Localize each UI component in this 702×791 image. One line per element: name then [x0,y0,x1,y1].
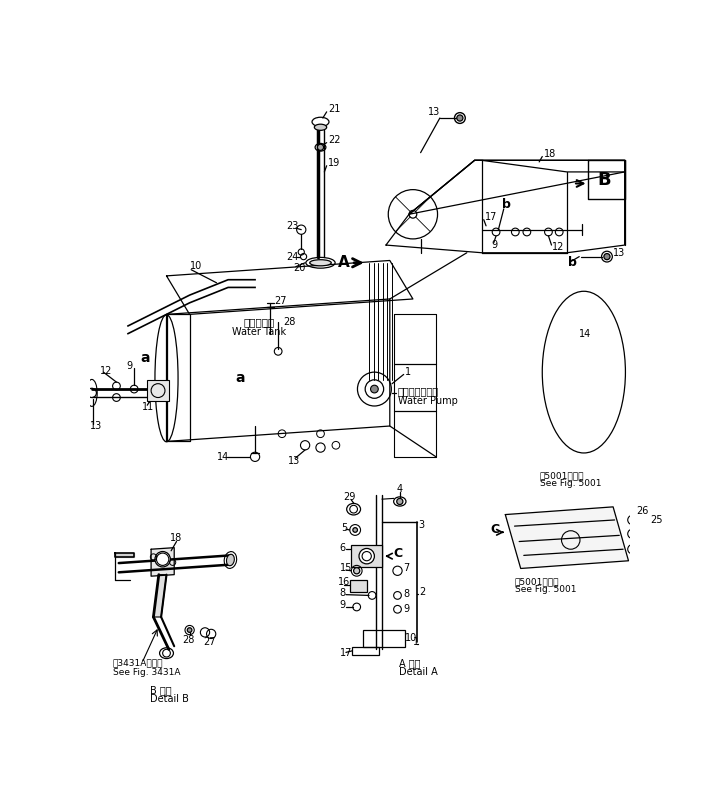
Text: b: b [502,198,511,210]
Circle shape [317,144,324,150]
Text: 19: 19 [329,157,340,168]
Bar [147,380,168,401]
Text: A 詳細: A 詳細 [399,658,420,668]
Text: 5: 5 [341,523,347,532]
Text: 15: 15 [340,563,352,573]
Text: 4: 4 [397,484,403,494]
Text: 16: 16 [338,577,350,587]
Text: 9: 9 [491,240,498,250]
Circle shape [155,551,171,567]
Polygon shape [505,507,628,569]
Text: 9: 9 [403,604,409,614]
Text: a: a [235,370,244,384]
Text: 27: 27 [274,297,287,306]
Text: C: C [394,547,403,559]
Text: a: a [140,351,150,365]
Text: See Fig. 5001: See Fig. 5001 [515,585,576,594]
Text: 21: 21 [329,104,340,114]
Circle shape [457,115,463,121]
Text: 13: 13 [613,248,625,258]
Text: 1: 1 [413,637,419,646]
Circle shape [359,548,374,564]
Text: 28: 28 [182,635,194,645]
Bar [350,580,366,592]
Text: A: A [338,255,350,271]
Circle shape [397,498,403,505]
Polygon shape [154,574,166,617]
Text: 12: 12 [100,365,112,376]
Text: 23: 23 [286,221,299,231]
Circle shape [354,568,359,573]
Text: 13: 13 [288,456,300,466]
Text: 10: 10 [405,633,418,643]
Text: Water Pump: Water Pump [397,396,458,406]
Text: 17: 17 [484,211,497,221]
Text: 25: 25 [650,515,663,525]
Text: 10: 10 [190,261,202,271]
Text: 11: 11 [142,402,154,412]
Text: 14: 14 [578,328,590,339]
Text: 第3431A図参照: 第3431A図参照 [112,659,163,668]
Circle shape [371,385,378,393]
Polygon shape [115,553,134,557]
Text: ワォータポンプ: ワォータポンプ [397,386,439,396]
Circle shape [640,544,649,554]
Text: 24: 24 [286,252,299,262]
Circle shape [353,528,357,532]
Text: 20: 20 [293,263,306,273]
Text: 1: 1 [405,367,411,377]
Text: 13: 13 [428,107,441,117]
Ellipse shape [314,124,326,131]
Text: Detail A: Detail A [399,668,438,677]
Text: C: C [490,524,499,536]
Text: 9: 9 [126,361,133,371]
Text: 18: 18 [171,532,183,543]
Bar [351,545,382,567]
Text: 8: 8 [403,589,409,599]
Ellipse shape [227,554,234,566]
Bar [352,647,379,655]
Text: See Fig. 3431A: See Fig. 3431A [112,668,180,677]
Text: B: B [597,171,611,188]
Text: 掏水タンク: 掏水タンク [244,317,274,327]
Text: 29: 29 [343,492,356,501]
Text: 17: 17 [340,648,352,658]
Text: 3: 3 [418,520,425,530]
Text: 28: 28 [284,317,296,327]
Text: Water Tank: Water Tank [232,327,286,337]
Bar [363,630,405,647]
Text: 7: 7 [404,563,410,573]
Circle shape [640,529,649,539]
Text: 12: 12 [552,242,564,252]
Circle shape [187,628,192,632]
Text: 14: 14 [216,452,229,462]
Polygon shape [588,161,625,199]
Polygon shape [151,547,174,576]
Circle shape [604,254,610,259]
Text: 26: 26 [636,505,649,516]
Text: 27: 27 [204,637,216,646]
Text: 第5001図参照: 第5001図参照 [515,577,559,586]
Ellipse shape [310,259,331,266]
Circle shape [640,516,649,524]
Text: See Fig. 5001: See Fig. 5001 [540,479,602,488]
Text: 第5001図参照: 第5001図参照 [540,471,585,481]
Text: 8: 8 [340,589,346,598]
Text: 22: 22 [329,134,340,145]
Text: 13: 13 [90,421,102,431]
Text: 6: 6 [340,543,346,553]
Text: 2: 2 [419,587,425,596]
Text: 18: 18 [544,149,556,159]
Text: b: b [569,255,577,268]
Text: 9: 9 [340,600,346,611]
Text: B 詳細: B 詳細 [150,685,171,695]
Text: Detail B: Detail B [150,694,188,704]
